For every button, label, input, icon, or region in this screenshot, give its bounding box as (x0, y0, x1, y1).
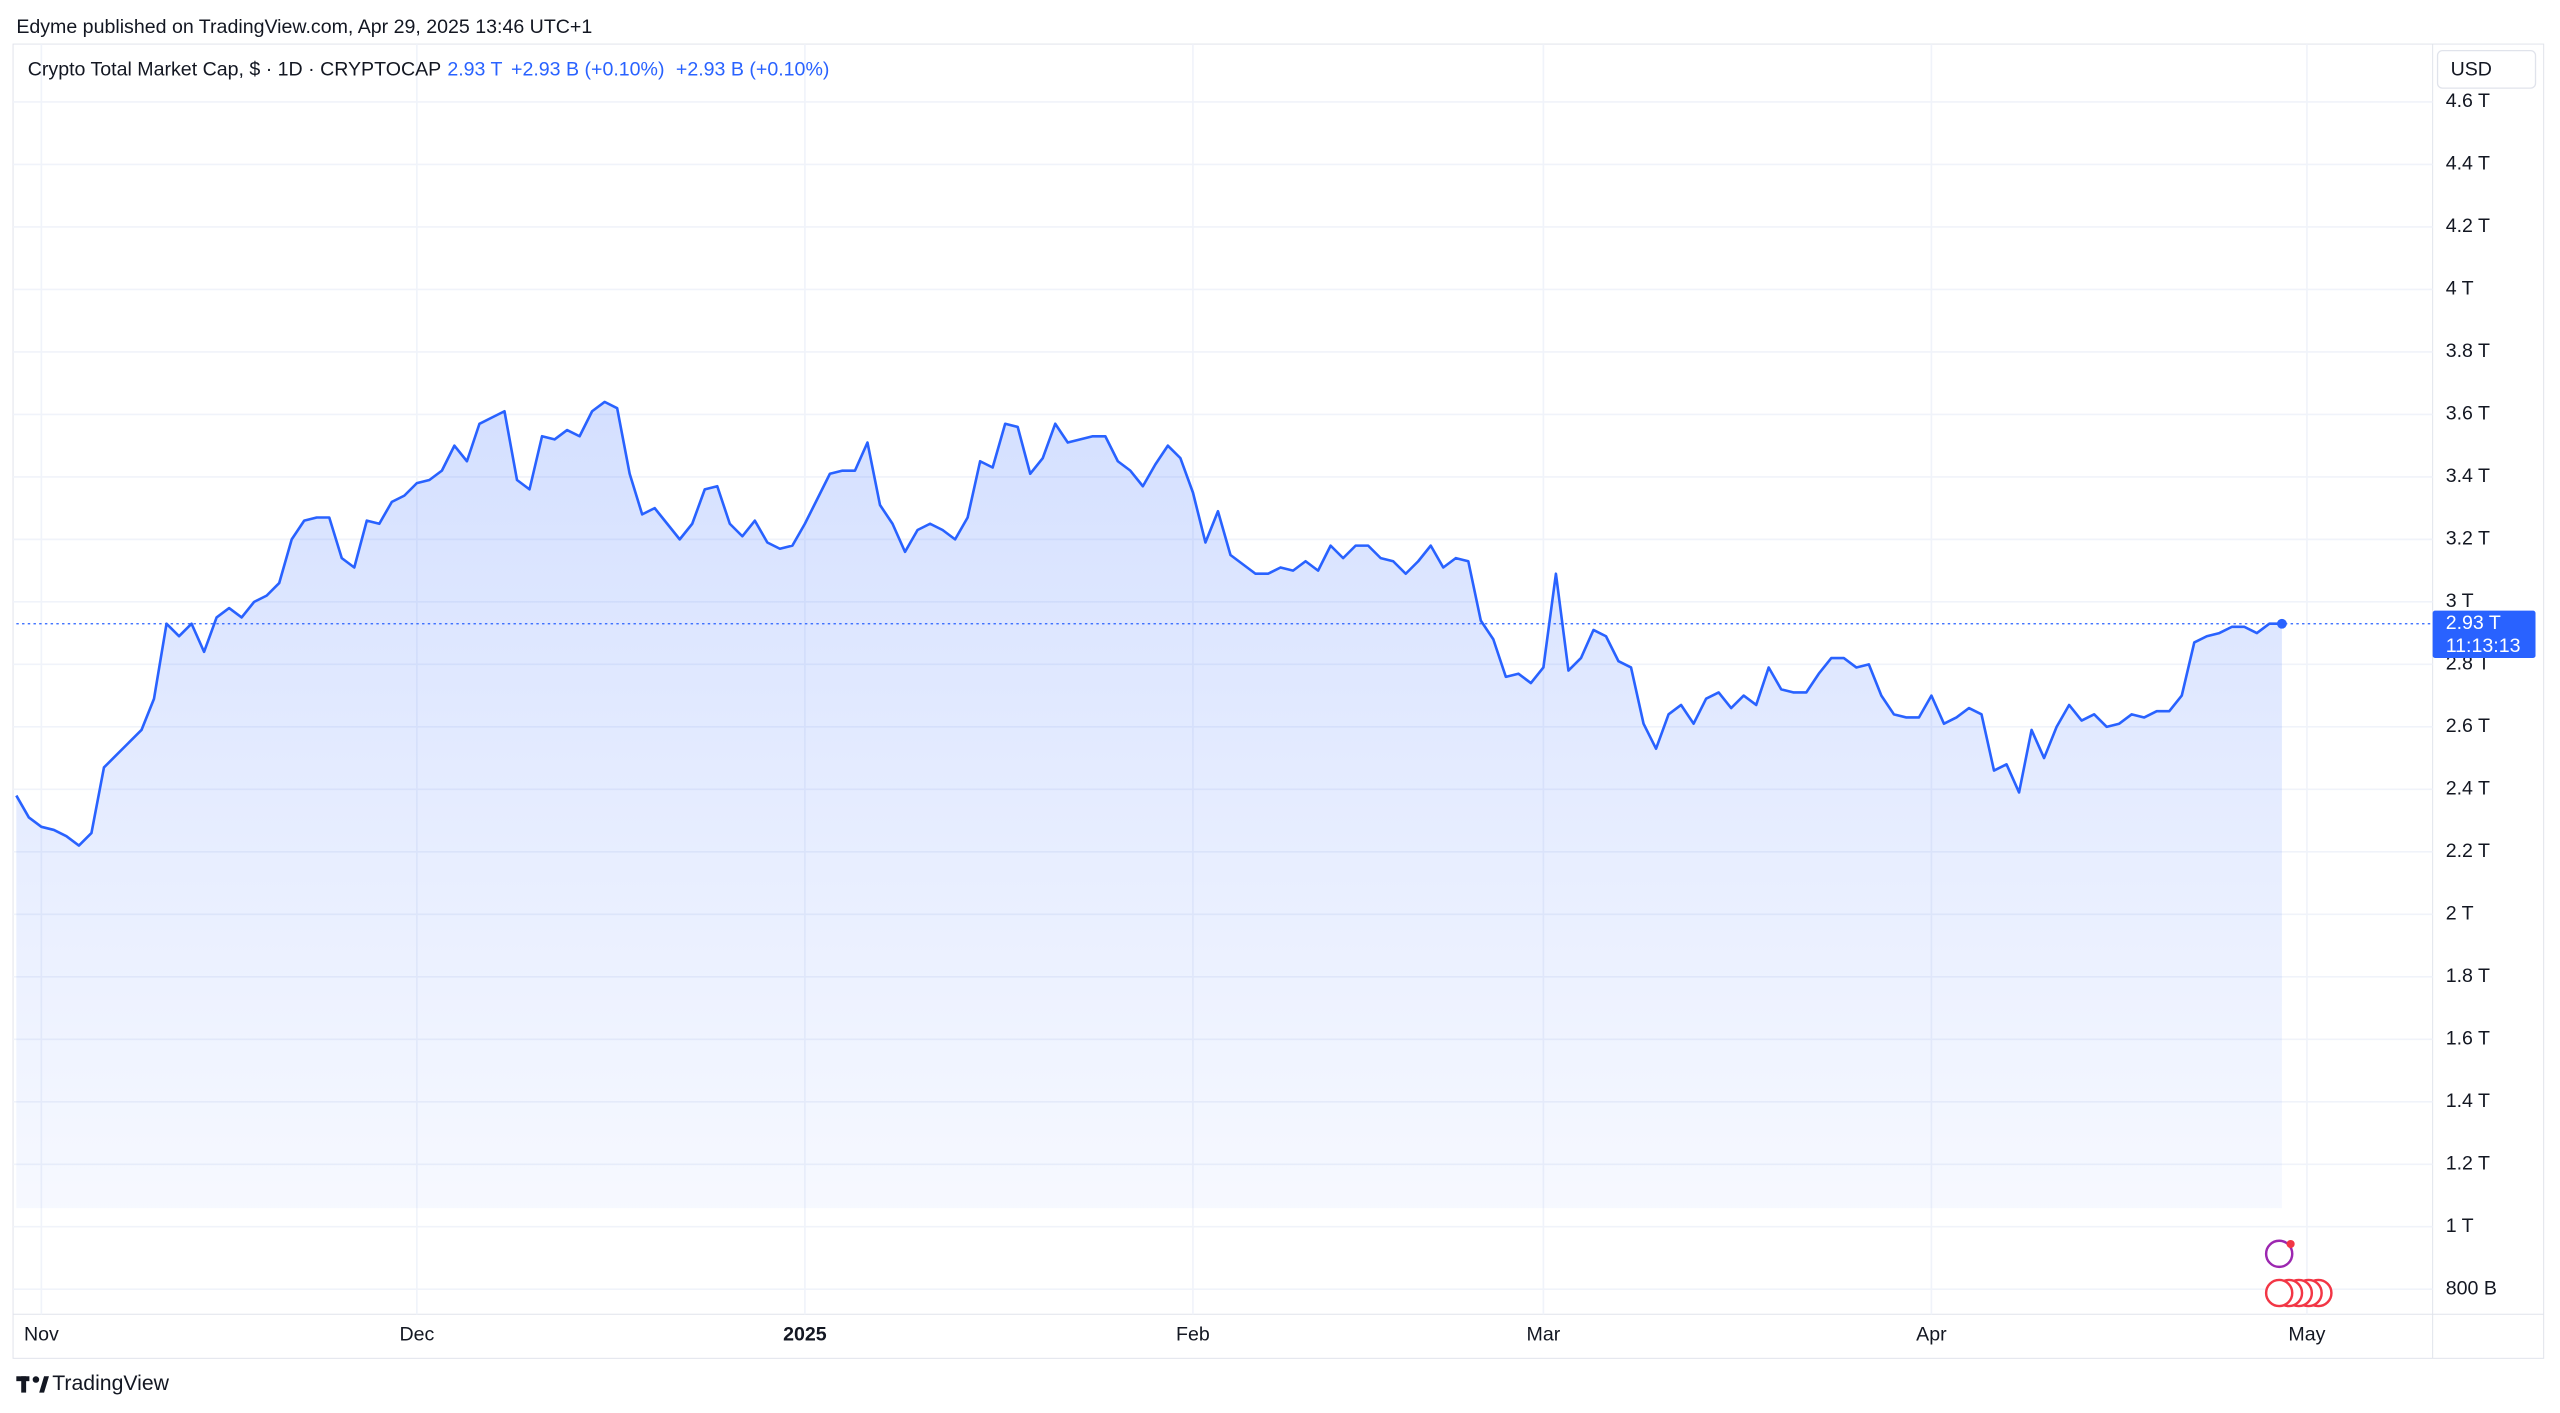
y-tick-label: 3.4 T (2446, 465, 2490, 487)
countdown-label: 11:13:13 (2446, 635, 2521, 657)
legend-last: 2.93 T (447, 58, 502, 80)
chart-frame (12, 43, 2545, 1359)
symbol-title: Crypto Total Market Cap, $ · 1D · CRYPTO… (28, 58, 441, 80)
x-tick-label: 2025 (783, 1324, 827, 1346)
y-tick-label: 3.6 T (2446, 403, 2490, 425)
x-tick-label: Mar (1527, 1324, 1561, 1346)
x-tick-label: May (2288, 1324, 2325, 1346)
x-tick-label: Nov (24, 1324, 59, 1346)
price-line (15, 400, 2282, 847)
y-tick-label: 3 T (2446, 590, 2474, 612)
y-tick-label: 2.4 T (2446, 777, 2490, 799)
x-tick-label: Dec (399, 1324, 434, 1346)
event-badge (2286, 1239, 2295, 1249)
y-tick-label: 2 T (2446, 902, 2474, 924)
logo-part (21, 1376, 27, 1393)
y-tick-label: 3.8 T (2446, 340, 2490, 362)
legend-change: +2.93 B (+0.10%) (511, 58, 664, 80)
legend-change: +2.93 B (+0.10%) (676, 58, 829, 80)
y-tick-label: 2.6 T (2446, 715, 2490, 737)
y-tick-label: 1 T (2446, 1215, 2474, 1237)
last-price-box (2432, 610, 2536, 659)
logo-part (39, 1376, 49, 1393)
y-tick-label: 2.8 T (2446, 653, 2490, 675)
x-tick-label: Apr (1916, 1324, 1947, 1346)
y-tick-label: 1.6 T (2446, 1027, 2490, 1049)
event-icon[interactable] (2264, 1278, 2294, 1308)
currency-label[interactable]: USD (2451, 58, 2492, 80)
plot (15, 400, 2433, 1209)
y-tick-label: 1.4 T (2446, 1090, 2490, 1112)
y-tick-label: 4 T (2446, 278, 2474, 300)
area-fill (16, 401, 2282, 1209)
logo-part (32, 1376, 40, 1383)
y-tick-label: 1.8 T (2446, 965, 2490, 987)
y-tick-label: 800 B (2446, 1277, 2497, 1299)
y-tick-label: 2.2 T (2446, 840, 2490, 862)
last-price-label: 2.93 T (2446, 612, 2501, 634)
y-tick-label: 1.2 T (2446, 1152, 2490, 1174)
y-tick-label: 4.4 T (2446, 153, 2490, 175)
brand-name: TradingView (52, 1372, 169, 1395)
currency-button[interactable] (2436, 49, 2537, 89)
y-tick-label: 4.2 T (2446, 215, 2490, 237)
event-icon[interactable] (2264, 1239, 2294, 1269)
brand-logo (16, 1376, 49, 1393)
x-tick-label: Feb (1176, 1324, 1210, 1346)
event-icons (2264, 1239, 2333, 1308)
y-tick-label: 3.2 T (2446, 528, 2490, 550)
last-point (2277, 618, 2287, 629)
publisher-note: Edyme published on TradingView.com, Apr … (16, 16, 592, 38)
y-tick-label: 4.6 T (2446, 90, 2490, 112)
